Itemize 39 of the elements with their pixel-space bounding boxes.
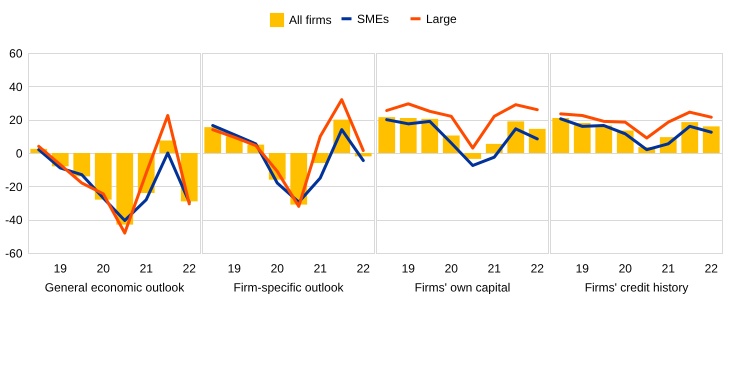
bar bbox=[595, 126, 612, 153]
bar bbox=[552, 118, 570, 153]
x-tick-label: 20 bbox=[96, 262, 110, 276]
bar bbox=[378, 117, 396, 153]
y-tick-label: -20 bbox=[5, 180, 23, 194]
x-axis-title: Firm-specific outlook bbox=[233, 280, 345, 294]
bar bbox=[464, 153, 482, 159]
y-tick-label: 40 bbox=[9, 80, 23, 94]
bar bbox=[528, 128, 546, 153]
x-tick-label: 20 bbox=[270, 262, 284, 276]
y-tick-label: 20 bbox=[9, 113, 23, 128]
x-tick-label: 19 bbox=[228, 262, 242, 276]
legend-label: All firms bbox=[289, 13, 332, 27]
legend-label: SMEs bbox=[357, 12, 390, 26]
x-tick-label: 21 bbox=[140, 262, 154, 276]
x-tick-label: 19 bbox=[576, 262, 590, 276]
x-tick-label: 21 bbox=[314, 262, 328, 276]
y-tick-label: -40 bbox=[5, 213, 23, 228]
x-tick-label: 22 bbox=[704, 262, 718, 276]
bar bbox=[400, 118, 417, 153]
x-tick-label: 22 bbox=[530, 262, 544, 276]
x-axis-title: Firms' own capital bbox=[414, 280, 510, 294]
x-axis-title: General economic outlook bbox=[44, 280, 186, 294]
bar bbox=[702, 126, 720, 153]
x-tick-label: 19 bbox=[54, 262, 68, 276]
y-tick-label: 0 bbox=[16, 146, 23, 160]
x-tick-label: 22 bbox=[356, 262, 370, 276]
y-tick-label: -60 bbox=[5, 246, 23, 260]
x-tick-label: 20 bbox=[444, 262, 458, 276]
line-series bbox=[37, 114, 191, 234]
bar bbox=[73, 153, 90, 176]
x-tick-label: 21 bbox=[662, 262, 676, 276]
x-tick-label: 20 bbox=[618, 262, 632, 276]
x-axis-title: Firms' credit history bbox=[584, 280, 688, 294]
legend-label: Large bbox=[426, 12, 458, 26]
x-tick-label: 21 bbox=[488, 262, 502, 276]
y-tick-label: 60 bbox=[9, 46, 23, 60]
x-tick-label: 22 bbox=[182, 262, 196, 276]
x-tick-label: 19 bbox=[402, 262, 416, 276]
